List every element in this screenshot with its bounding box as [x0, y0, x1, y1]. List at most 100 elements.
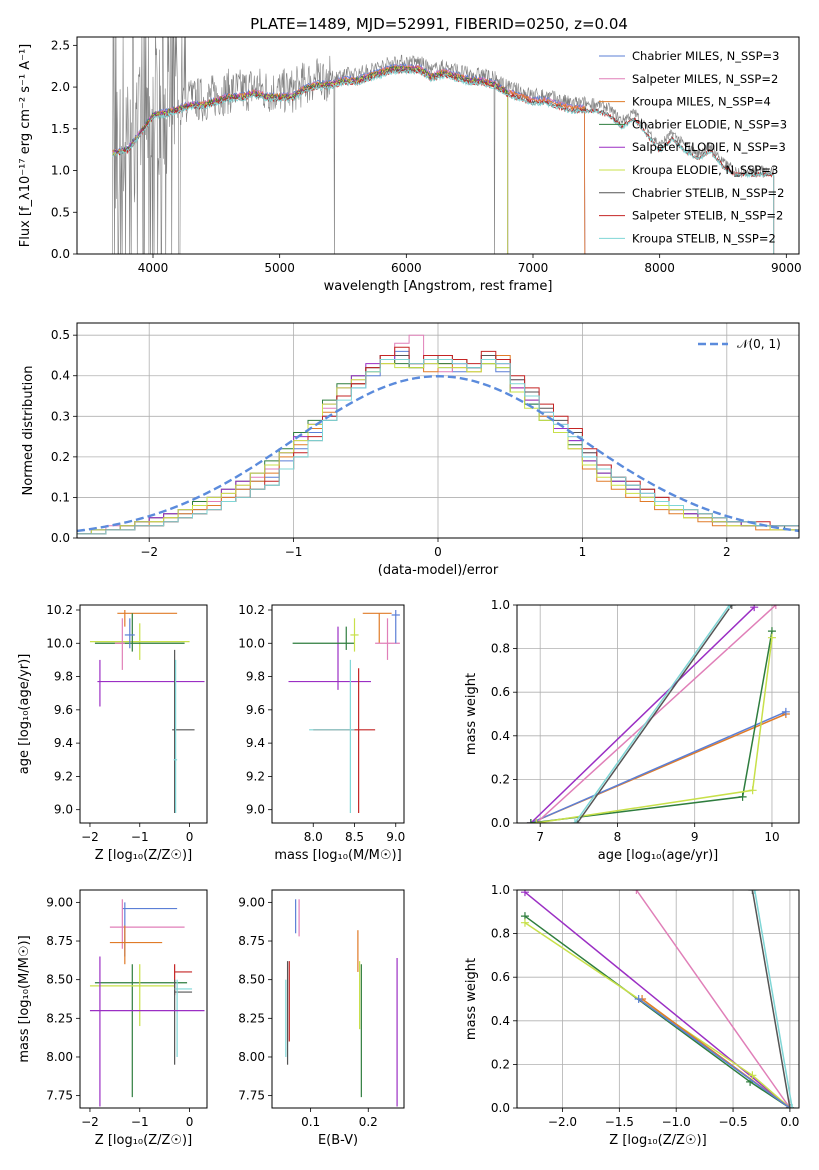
age-vs-mass-x-label: mass [log₁₀(M/M☉)] [274, 848, 401, 863]
y-tick-label: 7.75 [238, 1089, 265, 1103]
weight-marker [520, 890, 529, 897]
x-tick-label: −1.0 [662, 1115, 691, 1129]
y-tick-label: 0.4 [51, 369, 70, 383]
weight-vs-age-x-label: age [log₁₀(age/yr)] [598, 848, 719, 863]
y-tick-label: 0.8 [491, 642, 510, 656]
legend-label: Kroupa MILES, N_SSP=4 [632, 95, 771, 109]
x-tick-label: −2.0 [548, 1115, 577, 1129]
y-tick-label: 7.75 [46, 1089, 73, 1103]
y-tick-label: 8.00 [238, 1050, 265, 1064]
y-tick-label: 0.8 [491, 927, 510, 941]
x-tick-label: −0.5 [718, 1115, 747, 1129]
weight-marker [532, 819, 541, 823]
legend-label: Kroupa STELIB, N_SSP=2 [632, 231, 776, 245]
weight-marker [570, 819, 579, 823]
age-vs-z-marks [89, 609, 205, 814]
legend-label: Salpeter MILES, N_SSP=2 [632, 72, 778, 86]
y-tick-label: 0.2 [491, 1057, 510, 1071]
weight-vs-age-y-label: mass weight [464, 673, 479, 755]
x-tick-label: 9.0 [386, 830, 405, 844]
weight-vs-age-frame [516, 604, 800, 824]
residuals-panel: −2 −1 0 1 2 0.0 0.1 0.2 0.3 0.4 0.5 (data-model)/er… [21, 322, 800, 578]
mass-vs-ebv-frame [271, 889, 405, 1109]
x-tick-label: 9 [691, 830, 699, 844]
y-tick-label: 0.4 [491, 729, 510, 743]
error-cross [362, 612, 392, 644]
error-cross [391, 609, 400, 644]
weight-series [634, 995, 794, 1108]
y-tick-label: 0.2 [51, 450, 70, 464]
x-tick-label: 5000 [264, 261, 295, 275]
y-tick-label: 10.2 [238, 603, 265, 617]
mass-vs-ebv-x-label: E(B-V) [318, 1133, 358, 1148]
error-cross [89, 623, 190, 660]
weight-vs-z-marks [520, 890, 797, 1108]
mass-vs-ebv-marks [285, 899, 398, 1107]
y-tick-label: 9.8 [54, 670, 73, 684]
x-tick-label: 6000 [391, 261, 422, 275]
x-tick-label: 1 [579, 545, 587, 559]
y-tick-label: 0.2 [491, 772, 510, 786]
y-tick-label: 9.2 [246, 769, 265, 783]
weight-vs-z-frame [516, 889, 800, 1109]
y-tick-label: 0.3 [51, 409, 70, 423]
y-tick-label: 10.0 [238, 636, 265, 650]
mass-vs-ebv-panel: 0.1 0.2 7.75 8.00 8.25 8.50 8.75 9.00 E(B-V) [238, 889, 405, 1148]
y-tick-label: 9.6 [54, 703, 73, 717]
error-cross [292, 626, 355, 650]
x-tick-label: −1 [131, 830, 149, 844]
weight-vs-age-panel: 7 8 9 10 0.0 0.2 0.4 0.6 0.8 1.0 age [log₁₀(age/yr… [464, 598, 800, 863]
y-tick-label: 10.0 [46, 636, 73, 650]
weight-vs-z-y-label: mass weight [464, 958, 479, 1040]
y-tick-label: 9.4 [54, 736, 73, 750]
error-cross [124, 618, 135, 649]
error-cross [174, 979, 193, 1057]
error-cross [109, 925, 163, 965]
x-tick-label: 7 [536, 830, 544, 844]
y-tick-label: 0.6 [491, 970, 510, 984]
weight-marker [750, 890, 759, 894]
y-tick-label: 0.0 [51, 531, 70, 545]
y-tick-label: 0.0 [51, 247, 70, 261]
y-tick-label: 9.00 [238, 895, 265, 909]
x-tick-label: 8.5 [345, 830, 364, 844]
age-vs-z-y-label: age [log₁₀(age/yr)] [17, 654, 32, 775]
x-tick-label: 4000 [138, 261, 169, 275]
residuals-marks [77, 334, 799, 535]
error-cross [89, 956, 205, 1107]
weight-marker [767, 633, 776, 642]
weight-marker [632, 890, 641, 894]
error-cross [94, 613, 185, 652]
weight-marker [788, 1104, 797, 1108]
y-tick-label: 9.4 [246, 736, 265, 750]
x-tick-label: 2 [723, 545, 731, 559]
legend-label: Salpeter STELIB, N_SSP=2 [632, 209, 783, 223]
error-cross [97, 659, 205, 707]
weight-series [748, 890, 794, 1108]
x-tick-label: −1 [131, 1115, 149, 1129]
y-tick-label: 9.6 [246, 703, 265, 717]
x-tick-label: 8.0 [304, 830, 323, 844]
spectrum-marks [112, 37, 775, 254]
age-vs-mass-marks [288, 609, 400, 814]
age-vs-z-x-label: Z [log₁₀(Z/Z☉)] [95, 848, 192, 863]
x-tick-label: 0 [434, 545, 442, 559]
x-tick-label: 0 [186, 830, 194, 844]
error-cross [288, 626, 371, 690]
y-tick-label: 0.0 [491, 1101, 510, 1115]
residuals-x-label: (data-model)/error [378, 563, 499, 578]
y-tick-label: 8.00 [46, 1050, 73, 1064]
weight-marker [738, 792, 747, 801]
weight-series [750, 890, 797, 1108]
mass-vs-z-frame [79, 889, 208, 1109]
residual-histogram [77, 363, 799, 535]
mass-vs-z-marks [89, 899, 205, 1107]
weight-series [570, 605, 734, 823]
x-tick-label: 7000 [518, 261, 549, 275]
x-tick-label: 0.0 [780, 1115, 799, 1129]
weight-series [526, 707, 790, 823]
legend-label: 𝒩(0, 1) [737, 337, 781, 351]
x-tick-label: −1 [285, 545, 303, 559]
legend-label: Kroupa ELODIE, N_SSP=3 [632, 163, 778, 177]
